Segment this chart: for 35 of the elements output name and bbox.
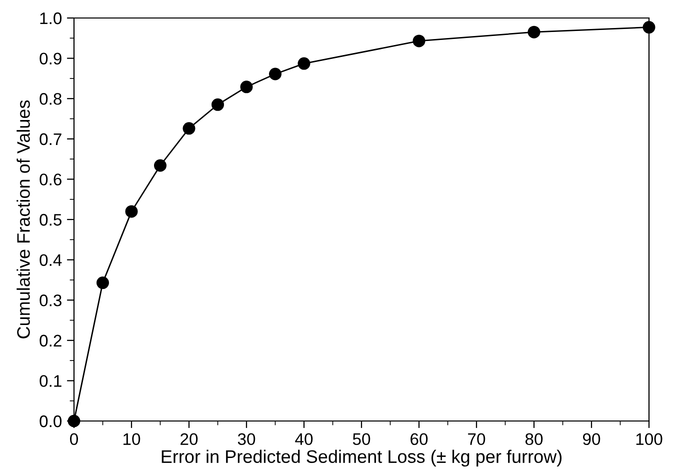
- x-tick-label: 0: [70, 433, 78, 446]
- y-tick-label: 1.0: [40, 12, 62, 24]
- y-tick-label: 0.4: [40, 254, 62, 266]
- y-tick-label: 0.5: [40, 214, 62, 226]
- point: [240, 80, 253, 94]
- y-tick-label: 0.3: [40, 294, 62, 306]
- y-tick-label: 0.9: [40, 52, 62, 65]
- x-axis-title: Error in Predicted Sediment Loss (± kg per furrow): [162, 450, 562, 467]
- x-tick-label: 60: [410, 433, 428, 446]
- x-tick-label: 30: [238, 433, 256, 446]
- x-tick-label: 70: [468, 433, 486, 446]
- point: [125, 205, 138, 218]
- y-tick-label: 0.8: [40, 93, 62, 105]
- x-tick-label: 80: [525, 433, 543, 446]
- y-axis-title: Cumulative Fraction of Values: [16, 100, 30, 338]
- y-tick-label: 0.6: [40, 174, 62, 186]
- point: [182, 122, 196, 135]
- point: [298, 57, 310, 70]
- x-tick-label: 90: [583, 433, 600, 446]
- y-tick-label: 0.7: [40, 133, 62, 146]
- x-tick-label: 40: [295, 433, 313, 446]
- point: [154, 159, 166, 172]
- point: [212, 98, 224, 111]
- x-tick-label: 10: [124, 433, 140, 446]
- point: [642, 21, 656, 34]
- x-tick-label: 100: [636, 433, 662, 446]
- y-tick-label: 0.2: [40, 334, 62, 347]
- point: [269, 68, 282, 80]
- x-tick-label: 50: [352, 433, 370, 446]
- y-tick-label: 0.1: [40, 375, 62, 387]
- point: [528, 26, 540, 38]
- y-tick-label: 0.0: [40, 415, 62, 428]
- point: [412, 34, 426, 48]
- point: [96, 276, 109, 290]
- x-tick-label: 20: [180, 433, 198, 446]
